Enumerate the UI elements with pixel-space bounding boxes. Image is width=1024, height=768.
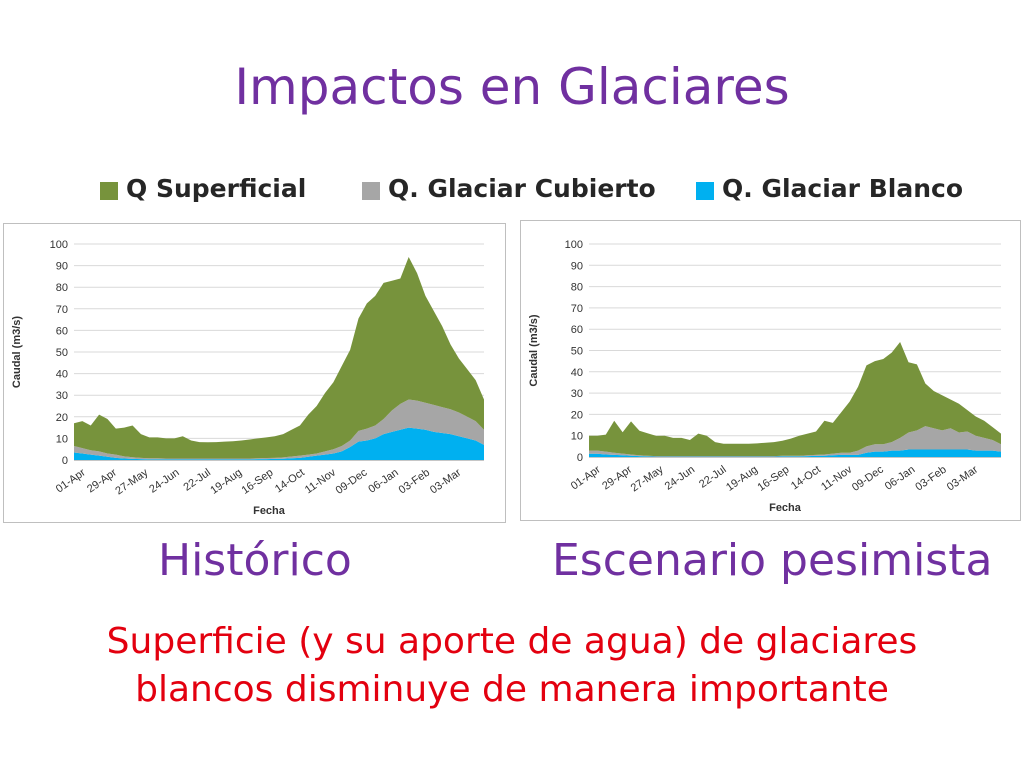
y-tick-label-60: 60 — [571, 324, 583, 336]
y-tick-label-10: 10 — [56, 433, 68, 445]
y-tick-label-20: 20 — [571, 409, 583, 421]
y-tick-label-30: 30 — [571, 388, 583, 400]
area-q-glaciar-blanco — [589, 449, 1001, 457]
legend-swatch-q-glaciar-blanco — [696, 182, 714, 200]
y-axis-title: Caudal (m3/s) — [11, 316, 23, 388]
y-tick-label-20: 20 — [56, 412, 68, 424]
y-tick-label-80: 80 — [56, 282, 68, 294]
y-tick-label-50: 50 — [571, 346, 583, 358]
chart-historico-frame: 0 10 20 30 40 50 60 70 80 90 100 01-Apr 29-Apr 27-May… — [3, 223, 506, 523]
x-tick-label-27-may: 27-May — [629, 463, 666, 494]
y-tick-label-80: 80 — [571, 282, 583, 294]
y-tick-label-30: 30 — [56, 390, 68, 402]
x-tick-label-14-oct: 14-Oct — [273, 467, 307, 496]
x-tick-label-01-apr: 01-Apr — [569, 463, 603, 492]
x-tick-label-24-jun: 24-Jun — [147, 467, 181, 496]
x-tick-label-29-apr: 29-Apr — [600, 463, 634, 492]
x-tick-label-09-dec: 09-Dec — [850, 463, 886, 493]
x-tick-label-16-sep: 16-Sep — [756, 464, 792, 494]
y-tick-label-100: 100 — [565, 239, 583, 251]
x-axis-title: Fecha — [253, 505, 286, 517]
chart-historico: 0 10 20 30 40 50 60 70 80 90 100 01-Apr29-Apr27-May… — [11, 239, 484, 517]
x-tick-label-22-jul: 22-Jul — [182, 467, 213, 494]
x-tick-label-14-oct: 14-Oct — [789, 464, 823, 493]
x-tick-label-01-apr: 01-Apr — [54, 466, 88, 495]
chart-legend: Q Superficial Q. Glaciar Cubierto Q. Gla… — [100, 172, 980, 206]
y-tick-label-0: 0 — [62, 455, 68, 467]
area-q-superficial — [589, 341, 1001, 457]
x-tick-label-03-mar: 03-Mar — [945, 463, 981, 493]
chart-pesimista-frame: 0 10 20 30 40 50 60 70 80 90 100 01-Apr 29-Apr 27-May… — [520, 220, 1021, 521]
x-tick-label-24-jun: 24-Jun — [663, 464, 697, 493]
legend-label-q-glaciar-cubierto: Q. Glaciar Cubierto — [388, 174, 656, 203]
chart-pesimista: 0 10 20 30 40 50 60 70 80 90 100 01-Apr29-Apr27-May… — [528, 239, 1001, 514]
x-tick-label-11-nov: 11-Nov — [303, 466, 339, 496]
legend-label-q-superficial: Q Superficial — [126, 174, 307, 203]
x-tick-label-16-sep: 16-Sep — [240, 467, 276, 497]
caption-escenario-pesimista: Escenario pesimista — [552, 535, 993, 586]
legend-swatch-q-glaciar-cubierto — [362, 182, 380, 200]
legend-swatch-q-superficial — [100, 182, 118, 200]
y-tick-label-70: 70 — [56, 304, 68, 316]
x-tick-label-19-aug: 19-Aug — [724, 464, 760, 494]
area-q-superficial — [74, 256, 484, 459]
x-tick-label-11-nov: 11-Nov — [819, 463, 855, 493]
conclusion-line-2: blancos disminuye de manera importante — [135, 669, 889, 710]
x-tick-label-09-dec: 09-Dec — [334, 466, 370, 496]
y-tick-label-10: 10 — [571, 431, 583, 443]
x-tick-label-03-mar: 03-Mar — [428, 466, 464, 496]
y-axis-title: Caudal (m3/s) — [528, 314, 540, 386]
y-tick-label-100: 100 — [50, 239, 68, 251]
legend-label-q-glaciar-blanco: Q. Glaciar Blanco — [722, 174, 963, 203]
x-tick-label-19-aug: 19-Aug — [208, 467, 244, 497]
y-tick-label-90: 90 — [571, 260, 583, 272]
x-tick-label-03-feb: 03-Feb — [913, 464, 948, 494]
x-tick-label-22-jul: 22-Jul — [697, 464, 728, 491]
x-tick-label-03-feb: 03-Feb — [397, 467, 432, 497]
slide-title: Impactos en Glaciares — [234, 58, 790, 116]
y-tick-label-50: 50 — [56, 347, 68, 359]
area-q-glaciar-cubierto — [589, 426, 1001, 457]
x-axis-title: Fecha — [769, 502, 802, 514]
conclusion-note: Superficie (y su aporte de agua) de glac… — [0, 618, 1024, 714]
y-tick-label-0: 0 — [577, 452, 583, 464]
y-tick-label-40: 40 — [571, 367, 583, 379]
x-tick-label-06-jan: 06-Jan — [366, 467, 400, 496]
caption-historico: Histórico — [158, 535, 352, 586]
x-tick-label-29-apr: 29-Apr — [85, 466, 119, 495]
y-tick-label-70: 70 — [571, 303, 583, 315]
conclusion-line-1: Superficie (y su aporte de agua) de glac… — [106, 621, 918, 662]
y-tick-label-60: 60 — [56, 325, 68, 337]
x-tick-label-27-may: 27-May — [113, 466, 150, 497]
y-tick-label-90: 90 — [56, 261, 68, 273]
x-tick-label-06-jan: 06-Jan — [883, 464, 917, 493]
area-q-glaciar-blanco — [74, 427, 484, 460]
y-tick-label-40: 40 — [56, 369, 68, 381]
